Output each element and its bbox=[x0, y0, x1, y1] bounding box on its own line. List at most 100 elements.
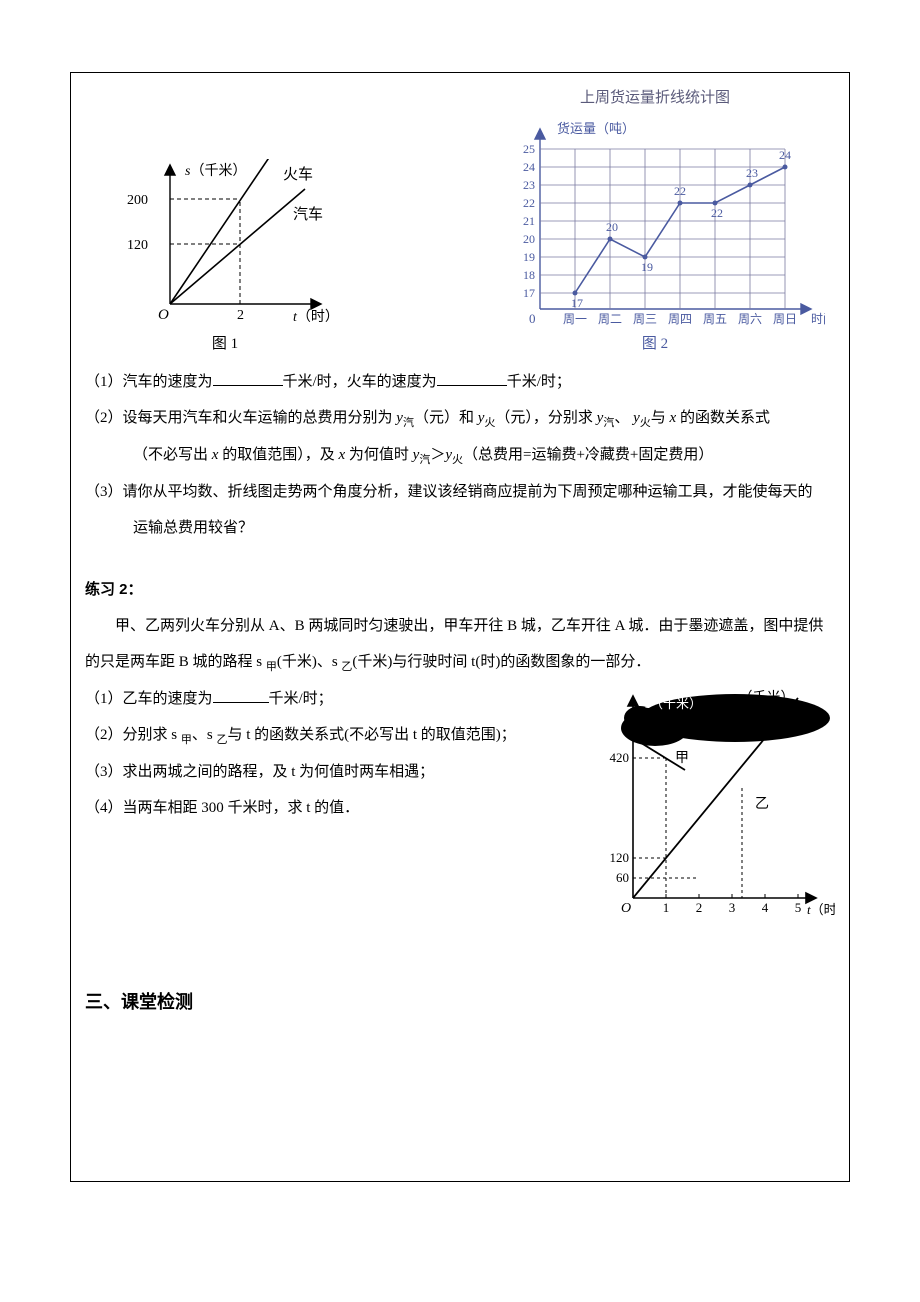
svg-text:19: 19 bbox=[523, 250, 535, 264]
ex2-q2jia: 甲 bbox=[181, 734, 192, 746]
q1-prefix: （1）汽车的速度为 bbox=[85, 374, 213, 390]
q2-l2a: （不必写出 bbox=[133, 447, 212, 463]
ex2-questions: （1）乙车的速度为 千米/时； （2）分别求 s 甲、s 乙与 t 的函数关系式(… bbox=[85, 684, 577, 829]
q1-line: （1）汽车的速度为 千米/时，火车的速度为 千米/时； bbox=[85, 367, 835, 397]
svg-text:21: 21 bbox=[523, 214, 535, 228]
ex2-q2yi: 乙 bbox=[216, 734, 227, 746]
svg-text:周五: 周五 bbox=[703, 312, 727, 326]
q3-line2: 运输总费用较省？ bbox=[85, 513, 835, 543]
q2-l2gt: ＞ bbox=[430, 447, 445, 463]
svg-text:2: 2 bbox=[237, 308, 244, 323]
q2-y1: y bbox=[396, 410, 403, 426]
top-figures-row: s（千米） 200 120 O 2 t（时） 火车 汽车 图 1 上周货运量折线… bbox=[85, 83, 835, 359]
ex2-q1-blank bbox=[213, 689, 269, 704]
svg-text:s（千米）: s（千米） bbox=[733, 690, 794, 706]
q2-y4: y bbox=[633, 410, 640, 426]
svg-text:周一: 周一 bbox=[563, 312, 587, 326]
spacer-1 bbox=[85, 549, 835, 575]
svg-text:3: 3 bbox=[729, 900, 736, 915]
chart-1-svg: s（千米） 200 120 O 2 t（时） 火车 汽车 bbox=[115, 159, 335, 329]
svg-text:22: 22 bbox=[674, 184, 686, 198]
q2-y4s: 火 bbox=[640, 417, 651, 429]
ex2-q4: （4）当两车相距 300 千米时，求 t 的值． bbox=[85, 793, 577, 823]
svg-text:200: 200 bbox=[127, 193, 148, 208]
ex2-sub-jia: 甲 bbox=[266, 661, 277, 673]
svg-text:17: 17 bbox=[523, 286, 535, 300]
q3-line1: （3）请你从平均数、折线图走势两个角度分析，建议该经销商应提前为下周预定哪种运输… bbox=[85, 477, 835, 507]
svg-text:24: 24 bbox=[779, 148, 791, 162]
svg-text:23: 23 bbox=[746, 166, 758, 180]
q1-blank-1 bbox=[213, 372, 283, 387]
chart-3-svg: s（千米） s（千米） 甲 乙 420 120 60 O 1 2 3 bbox=[585, 688, 835, 928]
figure-1: s（千米） 200 120 O 2 t（时） 火车 汽车 图 1 bbox=[85, 159, 365, 359]
q2-d: 、 bbox=[614, 410, 633, 426]
q2-c: （元），分别求 bbox=[495, 410, 596, 426]
chart2-super-title: 上周货运量折线统计图 bbox=[475, 83, 835, 113]
svg-text:60: 60 bbox=[616, 870, 629, 885]
svg-text:周六: 周六 bbox=[738, 312, 762, 326]
svg-text:t（时）: t（时） bbox=[807, 902, 835, 917]
exercise-2-heading: 练习 2： bbox=[85, 575, 835, 605]
svg-text:25: 25 bbox=[523, 142, 535, 156]
figure-1-caption: 图 1 bbox=[85, 329, 365, 359]
q2-y3s: 汽 bbox=[603, 417, 614, 429]
figure-3: s（千米） s（千米） 甲 乙 420 120 60 O 1 2 3 bbox=[585, 688, 835, 928]
ex2-id: (千米)与行驶时间 t(时)的函数图象的一部分． bbox=[352, 654, 650, 670]
svg-text:O: O bbox=[158, 307, 169, 323]
q1-blank-2 bbox=[437, 372, 507, 387]
svg-text:20: 20 bbox=[523, 232, 535, 246]
svg-text:4: 4 bbox=[762, 900, 769, 915]
ex2-q1a: （1）乙车的速度为 bbox=[85, 691, 213, 707]
q2-l2c: 为何值时 bbox=[345, 447, 413, 463]
q2-line2: （不必写出 x 的取值范围），及 x 为何值时 y汽＞y火（总费用=运输费+冷藏… bbox=[85, 440, 835, 471]
ex2-q2a: （2）分别求 s bbox=[85, 727, 181, 743]
svg-text:420: 420 bbox=[610, 750, 630, 765]
svg-text:5: 5 bbox=[795, 900, 802, 915]
svg-text:周四: 周四 bbox=[668, 312, 692, 326]
svg-text:120: 120 bbox=[610, 850, 630, 865]
ex2-q3: （3）求出两城之间的路程，及 t 为何值时两车相遇； bbox=[85, 757, 577, 787]
svg-text:周日: 周日 bbox=[773, 312, 797, 326]
svg-text:火车: 火车 bbox=[283, 166, 313, 183]
svg-text:时间: 时间 bbox=[811, 312, 825, 326]
svg-text:甲: 甲 bbox=[675, 751, 689, 766]
svg-text:周二: 周二 bbox=[598, 312, 622, 326]
svg-text:货运量（吨）: 货运量（吨） bbox=[557, 121, 635, 136]
svg-text:22: 22 bbox=[711, 206, 723, 220]
section-3-heading: 三、课堂检测 bbox=[85, 984, 835, 1020]
ex2-body: （1）乙车的速度为 千米/时； （2）分别求 s 甲、s 乙与 t 的函数关系式(… bbox=[85, 684, 835, 928]
svg-text:120: 120 bbox=[127, 238, 148, 253]
svg-text:17: 17 bbox=[571, 296, 583, 310]
svg-text:乙: 乙 bbox=[755, 796, 769, 812]
svg-text:周三: 周三 bbox=[633, 312, 657, 326]
svg-text:1: 1 bbox=[663, 900, 670, 915]
svg-text:22: 22 bbox=[523, 196, 535, 210]
q1-suffix: 千米/时； bbox=[507, 374, 571, 390]
ex2-q1b: 千米/时； bbox=[269, 691, 333, 707]
q2-line1: （2）设每天用汽车和火车运输的总费用分别为 y汽（元）和 y火（元），分别求 y… bbox=[85, 403, 835, 434]
svg-text:t（时）: t（时） bbox=[293, 309, 335, 325]
ex2-q2: （2）分别求 s 甲、s 乙与 t 的函数关系式(不必写出 t 的取值范围)； bbox=[85, 720, 577, 751]
q2-l2y1s: 汽 bbox=[419, 454, 430, 466]
page: s（千米） 200 120 O 2 t（时） 火车 汽车 图 1 上周货运量折线… bbox=[0, 0, 920, 1302]
svg-text:O: O bbox=[621, 901, 631, 916]
q2-b: （元）和 bbox=[414, 410, 478, 426]
ex2-q1: （1）乙车的速度为 千米/时； bbox=[85, 684, 577, 714]
ex2-q2c: 与 t 的函数关系式(不必写出 t 的取值范围)； bbox=[227, 727, 515, 743]
svg-text:s（千米）: s（千米） bbox=[645, 696, 702, 711]
q2-y2s: 火 bbox=[484, 417, 495, 429]
q2-l2y2s: 火 bbox=[452, 454, 463, 466]
chart-2-svg: 货运量（吨） bbox=[485, 119, 825, 329]
svg-text:19: 19 bbox=[641, 260, 653, 274]
svg-text:18: 18 bbox=[523, 268, 535, 282]
q2-l2d: （总费用=运输费+冷藏费+固定费用） bbox=[463, 447, 713, 463]
ex2-ic: (千米)、s bbox=[277, 654, 342, 670]
figure-2: 上周货运量折线统计图 货运量（吨） bbox=[475, 83, 835, 359]
ex2-intro-line1: 甲、乙两列火车分别从 A、B 两城同时匀速驶出，甲车开往 B 城，乙车开往 A … bbox=[85, 611, 835, 641]
q2-f: 的函数关系式 bbox=[676, 410, 770, 426]
ex2-sub-yi: 乙 bbox=[341, 661, 352, 673]
q2-l2b: 的取值范围），及 bbox=[218, 447, 338, 463]
svg-text:0: 0 bbox=[529, 311, 536, 326]
q1-mid: 千米/时，火车的速度为 bbox=[283, 374, 437, 390]
svg-text:23: 23 bbox=[523, 178, 535, 192]
